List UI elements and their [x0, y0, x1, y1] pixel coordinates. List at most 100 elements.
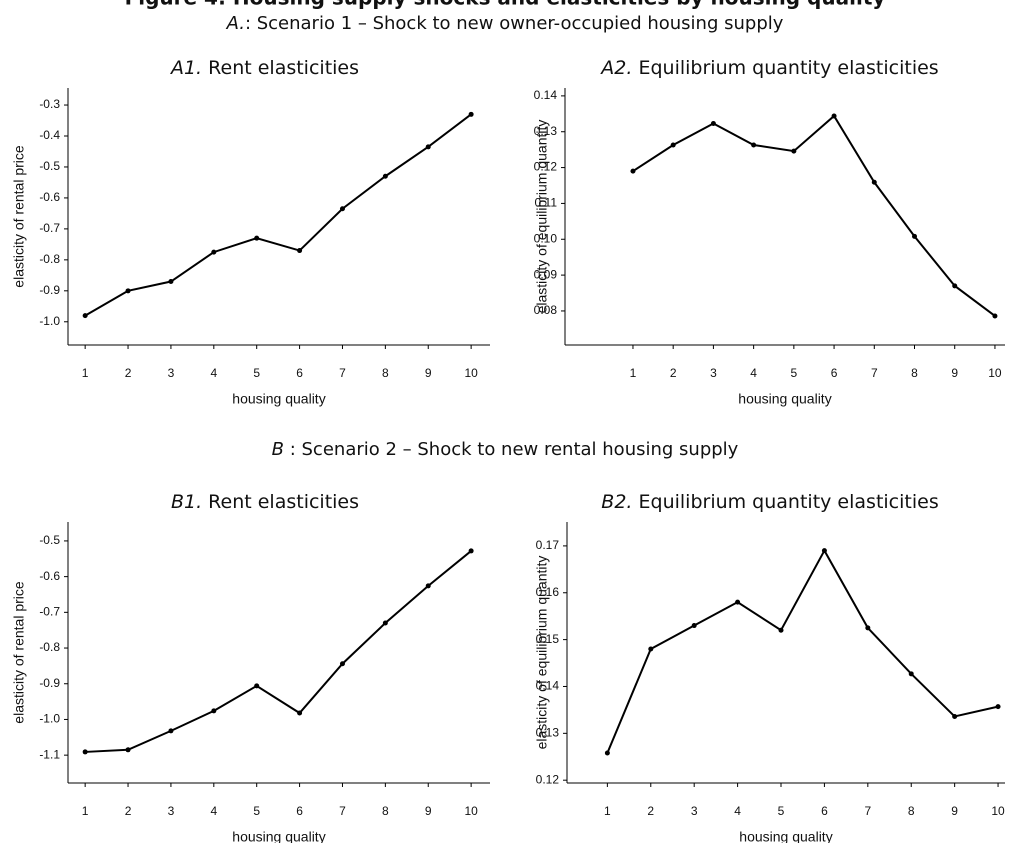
x-tick-label: 9 [951, 366, 958, 380]
data-point [297, 710, 303, 716]
y-tick-label: -1.1 [39, 747, 60, 761]
x-tick-label: 6 [821, 804, 828, 818]
x-tick-label: 4 [210, 804, 217, 818]
x-tick-label: 1 [82, 366, 89, 380]
y-tick-label: 0.08 [534, 303, 558, 317]
x-tick-label: 8 [908, 804, 915, 818]
x-tick-label: 4 [734, 804, 741, 818]
y-tick-label: 0.13 [536, 726, 560, 740]
y-tick-label: 0.13 [534, 124, 558, 138]
y-tick-label: 0.14 [534, 88, 558, 102]
x-tick-label: 1 [604, 804, 611, 818]
y-tick-label: -0.9 [39, 676, 60, 690]
x-axis-label: housing quality [739, 829, 832, 843]
data-point [254, 235, 260, 241]
data-point [952, 283, 958, 289]
y-tick-label: -0.7 [39, 605, 60, 619]
data-point [82, 313, 88, 319]
x-tick-label: 5 [791, 366, 798, 380]
y-tick-label: -0.5 [39, 533, 60, 547]
data-point [125, 747, 131, 753]
x-tick-label: 8 [382, 366, 389, 380]
data-point [821, 548, 827, 554]
data-point [831, 113, 837, 119]
y-axis-label: elasticity of rental price [11, 145, 27, 288]
panel-title-text: Rent elasticities [208, 491, 359, 513]
panel-label: B1. [171, 491, 202, 513]
x-tick-label: 4 [210, 366, 217, 380]
y-tick-label: -1.0 [39, 314, 60, 328]
data-point [254, 683, 260, 689]
data-point [468, 548, 474, 554]
data-point [382, 620, 388, 626]
panel-title: B1. Rent elasticities [171, 491, 359, 513]
y-tick-label: -0.8 [39, 252, 60, 266]
y-tick-label: -0.5 [39, 159, 60, 173]
panel-title: A2. Equilibrium quantity elasticities [599, 57, 938, 79]
y-axis-label: elasticity of equilibrium quantity [534, 120, 550, 314]
data-point [339, 661, 345, 667]
y-tick-label: -0.3 [39, 97, 60, 111]
x-tick-label: 7 [864, 804, 871, 818]
x-tick-label: 7 [339, 366, 346, 380]
data-point [735, 599, 741, 605]
data-point [168, 728, 174, 734]
y-tick-label: -1.0 [39, 712, 60, 726]
x-tick-label: 9 [425, 804, 432, 818]
data-point [751, 142, 757, 148]
y-tick-label: -0.6 [39, 569, 60, 583]
x-tick-label: 9 [425, 366, 432, 380]
data-point [670, 142, 676, 148]
x-tick-label: 6 [296, 804, 303, 818]
x-tick-label: 10 [464, 366, 478, 380]
section-heading: B : Scenario 2 – Shock to new rental hou… [272, 439, 739, 460]
data-point [468, 111, 474, 117]
x-tick-label: 6 [831, 366, 838, 380]
x-tick-label: 10 [991, 804, 1005, 818]
data-point [82, 749, 88, 755]
data-point [211, 708, 217, 714]
x-tick-label: 2 [125, 366, 132, 380]
x-tick-label: 7 [871, 366, 878, 380]
y-tick-label: -0.9 [39, 283, 60, 297]
x-tick-label: 8 [382, 804, 389, 818]
data-point [425, 583, 431, 589]
y-axis-label: elasticity of equilibrium quantity [534, 556, 550, 750]
data-point [865, 625, 871, 631]
x-tick-label: 4 [750, 366, 757, 380]
y-tick-label: 0.17 [536, 538, 560, 552]
y-tick-label: 0.10 [534, 231, 558, 245]
data-point [648, 646, 654, 652]
x-tick-label: 10 [988, 366, 1002, 380]
data-point [992, 313, 998, 319]
x-tick-label: 10 [464, 804, 478, 818]
x-tick-label: 1 [630, 366, 637, 380]
x-tick-label: 3 [710, 366, 717, 380]
panel-title-text: Equilibrium quantity elasticities [639, 491, 939, 513]
panel-title: B2. Equilibrium quantity elasticities [601, 491, 938, 513]
data-point [297, 248, 303, 254]
panel-title-text: Equilibrium quantity elasticities [638, 57, 938, 79]
data-point [630, 168, 636, 174]
y-tick-label: 0.12 [534, 160, 558, 174]
figure-title: Figure 4: Housing supply shocks and elas… [125, 0, 886, 10]
x-tick-label: 5 [253, 804, 260, 818]
x-tick-label: 5 [778, 804, 785, 818]
y-tick-label: 0.16 [536, 585, 560, 599]
x-tick-label: 8 [911, 366, 918, 380]
data-point [604, 750, 610, 756]
x-axis-label: housing quality [232, 829, 325, 843]
x-tick-label: 5 [253, 366, 260, 380]
section-title: : Scenario 2 – Shock to new rental housi… [284, 439, 739, 460]
section-label: A. [226, 13, 245, 34]
data-point [382, 173, 388, 179]
data-point [995, 704, 1001, 710]
panel-label: B2. [601, 491, 632, 513]
data-point [425, 144, 431, 150]
x-tick-label: 2 [670, 366, 677, 380]
x-tick-label: 3 [168, 366, 175, 380]
data-line [632, 114, 996, 317]
y-tick-label: -0.4 [39, 128, 60, 142]
